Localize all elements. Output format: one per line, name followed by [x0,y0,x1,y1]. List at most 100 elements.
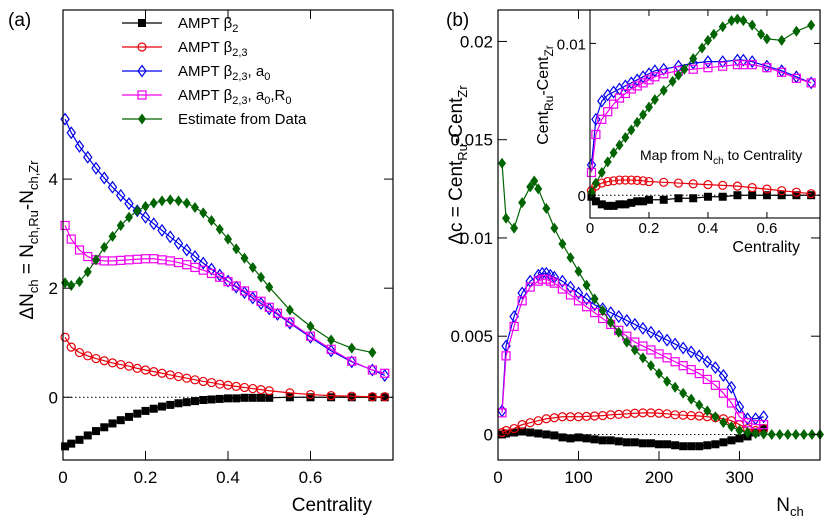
series-ampt-2 [61,393,389,451]
data-point [674,69,683,81]
data-point [663,440,672,449]
data-point [807,19,816,31]
data-point [603,176,613,187]
data-point [215,394,224,403]
data-point [573,296,584,306]
data-point [702,355,713,369]
data-point [638,352,647,364]
legend-marker [137,42,147,52]
data-point [747,55,757,69]
data-point [726,380,737,394]
data-point [738,53,749,67]
data-point [558,433,567,442]
data-point [630,317,640,331]
panel-a: (a) 0 0.2 0.4 0.6 0 2 4 Centrality ΔNch = Nch,… [8,9,394,516]
data-point [719,438,728,447]
data-point [182,398,191,407]
data-point [735,425,744,437]
data-point [762,191,771,200]
data-point [689,53,698,65]
data-point [777,67,787,77]
data-point [380,368,390,382]
data-point [582,279,591,291]
data-point [806,189,816,199]
data-point [639,197,648,206]
data-point [256,296,266,306]
data-point [614,310,624,324]
data-point [742,412,753,426]
y-tick-label: 0.015 [450,131,493,150]
data-point [644,195,653,204]
data-point [182,197,191,209]
data-point [627,198,636,207]
data-point [207,215,216,227]
data-point [589,308,600,318]
data-point [806,78,816,88]
legend-marker [138,19,146,27]
data-point [264,386,274,396]
legend-label: Estimate from Data [178,111,307,128]
data-point [190,250,200,264]
data-point [566,252,575,264]
data-point [574,433,583,442]
data-point [671,441,680,450]
data-point [223,274,233,288]
data-point [632,175,642,185]
data-point [239,286,250,300]
legend-marker [137,90,147,100]
data-point [305,331,316,341]
data-point [719,417,728,429]
data-point [627,124,636,136]
data-point [727,15,736,27]
data-point [66,126,76,140]
panel-b-xlabel: Nch [776,495,803,519]
data-point [166,400,175,409]
legend-entry-ampt-2-3: AMPT β2,3 [122,39,248,59]
data-point [530,175,539,187]
data-point [703,179,713,190]
data-point [747,60,757,70]
data-point [783,428,792,440]
data-point [100,423,109,432]
data-point [240,393,249,402]
data-point [717,55,728,69]
data-point [526,428,535,437]
data-point [709,28,718,40]
data-point [638,176,648,186]
data-point [173,236,184,250]
data-point [92,427,100,436]
data-point [549,278,559,288]
data-point [368,347,377,359]
data-point [199,207,208,219]
data-point [232,243,241,255]
data-point [679,442,688,451]
data-point [140,210,151,224]
y-tick-label: 4 [49,170,58,189]
data-point [326,391,336,401]
data-point [688,64,698,74]
data-point [158,195,166,207]
data-point [174,399,183,408]
data-point [149,404,158,413]
data-point [518,427,527,436]
data-point [614,326,623,338]
data-point [654,329,664,343]
data-point [347,342,356,354]
data-point [650,94,659,106]
y-tick-label: 0 [49,388,58,407]
x-tick-label: 200 [645,468,673,487]
data-point [748,19,757,31]
series-ampt-2 [498,424,768,451]
data-point [517,286,527,300]
data-point [646,325,656,339]
series-ampt-2-3 [586,175,816,199]
data-point [347,356,357,366]
data-point [747,183,757,193]
data-point [380,392,390,402]
data-point [735,434,744,443]
data-point [622,438,631,447]
data-point [565,280,576,294]
data-point [305,330,316,344]
data-point [638,439,647,448]
data-point [231,281,241,291]
